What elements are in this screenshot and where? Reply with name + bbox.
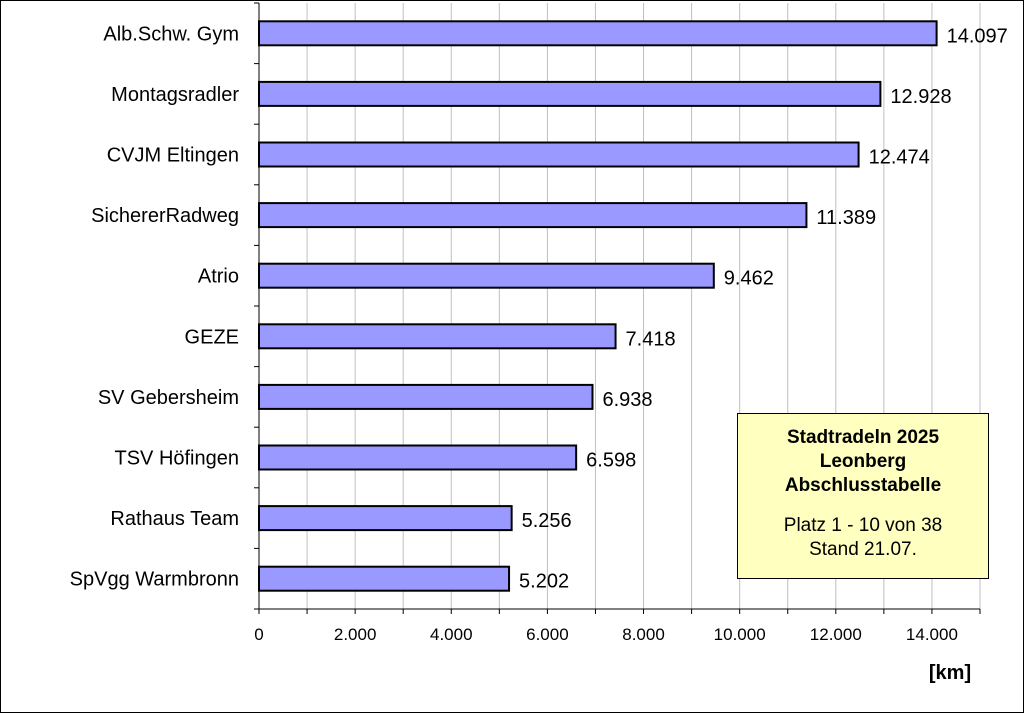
bar (258, 202, 808, 229)
value-label: 12.474 (869, 147, 930, 169)
value-label: 5.256 (522, 510, 572, 532)
category-label: Alb.Schw. Gym (103, 23, 239, 45)
info-title-line-3: Abschlusstabelle (784, 475, 942, 496)
category-label: SV Gebersheim (98, 387, 239, 409)
category-label: Montagsradler (111, 84, 239, 106)
x-tick-label: 0 (254, 625, 263, 644)
bar (258, 505, 513, 532)
bar (258, 20, 938, 47)
bar (258, 383, 594, 410)
value-label: 12.928 (890, 86, 951, 108)
x-tick-label: 6.000 (526, 625, 569, 644)
category-label: SpVgg Warmbronn (70, 569, 239, 591)
category-label: Atrio (198, 266, 239, 288)
category-label: GEZE (185, 326, 239, 348)
category-label: Rathaus Team (110, 508, 239, 530)
bar (258, 565, 511, 592)
x-axis-unit-label: [km] (929, 662, 971, 684)
value-labels: 14.097 12.928 12.474 11.389 9.462 7.418 6.938 6… (519, 25, 1008, 592)
x-tick-label: 4.000 (430, 625, 473, 644)
bar (258, 444, 578, 471)
category-labels: Alb.Schw. Gym Montagsradler CVJM Eltingen S… (70, 23, 240, 590)
x-ticks: 0 2.000 4.000 6.000 8.000 10.000 12.000 14.000 (254, 625, 958, 644)
info-detail-line-1: Platz 1 - 10 von 38 (783, 515, 943, 536)
value-label: 7.418 (626, 328, 676, 350)
category-label: CVJM Eltingen (107, 145, 239, 167)
axes (254, 2, 981, 614)
info-detail-line-2: Stand 21.07. (809, 539, 917, 560)
info-title-line-2: Leonberg (819, 451, 907, 472)
bar (258, 262, 715, 289)
x-tick-label: 14.000 (906, 625, 958, 644)
value-label: 9.462 (724, 268, 774, 290)
info-box: Stadtradeln 2025 Leonberg Abschlusstabel… (737, 413, 989, 579)
bars (258, 20, 938, 592)
bar (258, 323, 617, 350)
x-tick-label: 10.000 (714, 625, 766, 644)
category-label: TSV Höfingen (114, 448, 239, 470)
value-label: 6.938 (602, 389, 652, 411)
value-label: 6.598 (586, 450, 636, 472)
bar (258, 141, 860, 168)
value-label: 5.202 (519, 571, 569, 593)
info-title-line-1: Stadtradeln 2025 (786, 427, 940, 448)
x-tick-label: 2.000 (334, 625, 377, 644)
bar (258, 80, 882, 107)
x-tick-label: 12.000 (810, 625, 862, 644)
category-label: SichererRadweg (91, 205, 239, 227)
x-tick-label: 8.000 (622, 625, 665, 644)
value-label: 14.097 (947, 25, 1008, 47)
value-label: 11.389 (816, 207, 876, 229)
